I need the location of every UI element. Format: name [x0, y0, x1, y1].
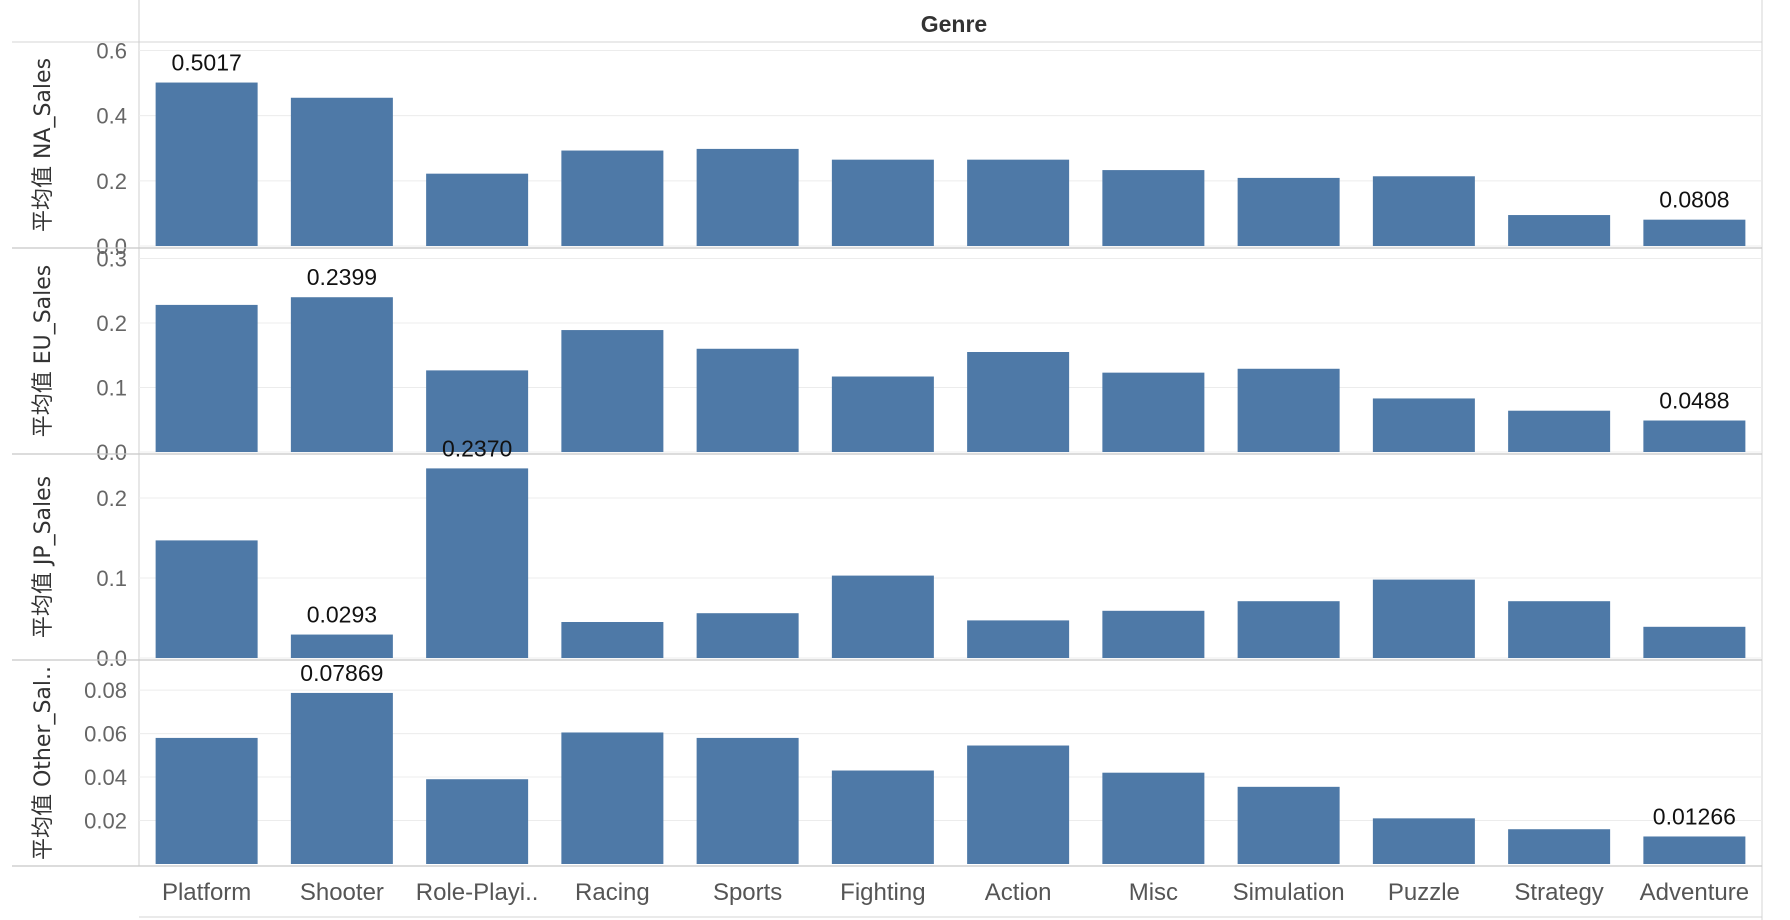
x-tick-label: Fighting: [840, 879, 925, 906]
bar: [290, 634, 393, 658]
bar: [1102, 772, 1205, 864]
y-tick-label: 0.4: [96, 104, 127, 129]
x-tick-label: Strategy: [1514, 879, 1603, 906]
bar: [1643, 219, 1746, 246]
x-tick-label: Platform: [162, 879, 251, 906]
bar: [155, 540, 258, 658]
bar: [290, 297, 393, 452]
y-tick-label: 0.2: [96, 486, 127, 511]
bar: [1237, 786, 1340, 864]
bar: [1237, 368, 1340, 452]
x-tick-label: Simulation: [1233, 879, 1345, 906]
x-tick-label: Sports: [713, 879, 782, 906]
data-label: 0.2370: [442, 435, 512, 461]
bar: [967, 159, 1070, 246]
bar: [1643, 836, 1746, 864]
bar: [426, 370, 529, 452]
x-tick-label: Racing: [575, 879, 650, 906]
bar: [426, 468, 529, 658]
y-tick-label: 0.08: [84, 678, 127, 703]
bar: [1372, 176, 1475, 246]
bar: [967, 745, 1070, 864]
y-axis-title: 平均值 EU_Sales: [31, 265, 56, 438]
y-tick-label: 0.06: [84, 722, 127, 747]
data-label: 0.2399: [307, 264, 377, 290]
bar: [290, 692, 393, 864]
bar: [831, 376, 934, 452]
bar: [290, 97, 393, 247]
bar: [1372, 818, 1475, 864]
x-tick-label: Role-Playi..: [416, 879, 539, 906]
data-label: 0.01266: [1653, 803, 1736, 829]
x-tick-label: Adventure: [1640, 879, 1749, 906]
bar: [696, 737, 799, 864]
y-tick-label: 0.02: [84, 809, 127, 834]
bar: [426, 173, 529, 246]
bar: [426, 779, 529, 864]
bar: [1102, 372, 1205, 452]
x-tick-label: Puzzle: [1388, 879, 1460, 906]
bar: [696, 148, 799, 246]
bar: [1643, 626, 1746, 658]
data-label: 0.0488: [1659, 388, 1729, 414]
data-label: 0.5017: [171, 50, 241, 76]
y-tick-label: 0.04: [84, 765, 127, 790]
bar: [561, 622, 664, 658]
bar: [561, 330, 664, 452]
x-tick-label: Shooter: [300, 879, 384, 906]
bar: [696, 613, 799, 658]
y-tick-label: 0.0: [96, 646, 127, 671]
bar: [831, 159, 934, 246]
bar: [1508, 829, 1611, 864]
chart-title: Genre: [921, 11, 987, 37]
y-axis-title: 平均值 JP_Sales: [31, 476, 56, 638]
y-tick-label: 0.2: [96, 311, 127, 336]
data-label: 0.07869: [300, 660, 383, 686]
bar: [1237, 601, 1340, 658]
y-tick-label: 0.0: [96, 440, 127, 465]
y-tick-label: 0.0: [96, 234, 127, 259]
bar: [1508, 215, 1611, 246]
y-axis-title: 平均值 Other_Sal..: [31, 666, 56, 860]
bar: [155, 82, 258, 246]
y-tick-label: 0.3: [96, 246, 127, 271]
bar: [155, 737, 258, 864]
y-axis-title: 平均值 NA_Sales: [31, 58, 56, 232]
bar: [1102, 170, 1205, 246]
bar: [561, 150, 664, 246]
data-label: 0.0293: [307, 602, 377, 628]
x-tick-label: Action: [985, 879, 1052, 906]
bar: [967, 352, 1070, 452]
bar: [1508, 601, 1611, 658]
y-tick-label: 0.1: [96, 375, 127, 400]
y-tick-label: 0.1: [96, 566, 127, 591]
bar: [1237, 177, 1340, 246]
bar: [1372, 579, 1475, 658]
data-label: 0.0808: [1659, 187, 1729, 213]
y-tick-label: 0.6: [96, 39, 127, 64]
x-tick-label: Misc: [1129, 879, 1178, 906]
bar: [1372, 398, 1475, 452]
bar: [155, 304, 258, 452]
bar: [1643, 420, 1746, 452]
bar: [696, 348, 799, 452]
bar: [1508, 410, 1611, 452]
bar: [1102, 610, 1205, 658]
y-tick-label: 0.2: [96, 169, 127, 194]
bar: [831, 770, 934, 864]
bar: [831, 575, 934, 658]
bar: [967, 620, 1070, 658]
bar: [561, 732, 664, 864]
